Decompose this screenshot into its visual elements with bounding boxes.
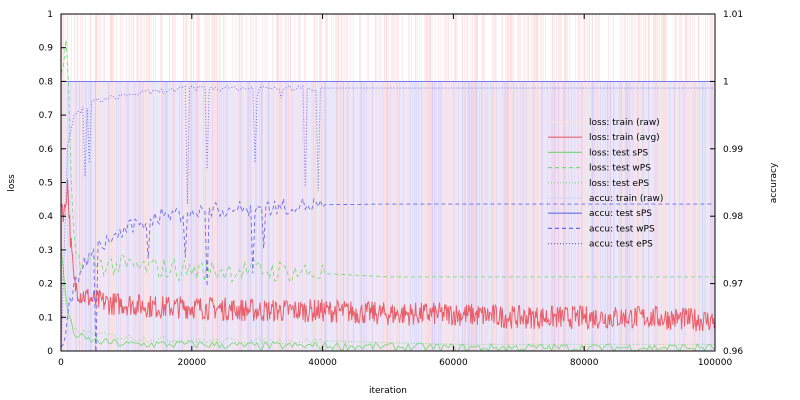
- y-tick-label: 0.5: [39, 179, 53, 189]
- y2-tick-label: 0.99: [723, 145, 743, 155]
- series-accu-test-eps: [61, 84, 715, 350]
- x-tick-label: 80000: [570, 358, 599, 368]
- y2-tick-label: 0.97: [723, 280, 743, 290]
- series-loss-test-eps: [61, 267, 715, 346]
- y-tick-label: 0.6: [39, 145, 54, 155]
- legend-label: loss: test sPS: [589, 148, 649, 158]
- raw-series-layer: [61, 14, 715, 351]
- series-accu-test-wps: [61, 197, 715, 351]
- y-tick-label: 0.9: [39, 44, 54, 54]
- legend-label: loss: test wPS: [589, 164, 651, 174]
- y-tick-label: 0.2: [39, 280, 53, 290]
- legend-label: loss: train (raw): [589, 118, 660, 128]
- legend: loss: train (raw) loss: train (avg) loss: …: [548, 118, 663, 250]
- legend-label: accu: train (raw): [589, 194, 663, 204]
- y-axis-label: loss: [7, 174, 17, 192]
- x-tick-label: 100000: [698, 358, 733, 368]
- axes-layer: 0 20000 40000 60000 80000 100000 0 0.1 0.2 0.3 0.4…: [39, 10, 744, 368]
- x-tick-label: 40000: [308, 358, 337, 368]
- x-tick-label: 20000: [177, 358, 206, 368]
- y2-axis-label: accuracy: [769, 162, 779, 203]
- x-axis-label: iteration: [369, 386, 407, 396]
- legend-label: accu: test ePS: [589, 240, 653, 250]
- y2-tick-label: 0.98: [723, 212, 743, 222]
- legend-label: accu: test wPS: [589, 224, 655, 234]
- x-tick-label: 0: [58, 358, 64, 368]
- y2-tick-label: 1.01: [723, 10, 743, 20]
- legend-label: accu: test sPS: [589, 209, 652, 219]
- series-loss-train-avg-: [61, 179, 715, 332]
- y-tick-label: 0.3: [39, 246, 53, 256]
- y-tick-label: 0.8: [39, 77, 54, 87]
- y-tick-label: 1: [47, 10, 53, 20]
- y-tick-label: 0.4: [39, 212, 54, 222]
- y2-tick-label: 0.96: [723, 347, 743, 357]
- y-tick-label: 0.7: [39, 111, 53, 121]
- legend-label: loss: test ePS: [589, 179, 649, 189]
- y-tick-label: 0.1: [39, 313, 53, 323]
- y2-tick-label: 1: [723, 77, 729, 87]
- x-tick-label: 60000: [439, 358, 468, 368]
- series-layer: [61, 39, 715, 351]
- y-tick-label: 0: [47, 347, 53, 357]
- legend-label: loss: train (avg): [589, 133, 660, 143]
- series-loss-test-sps: [61, 247, 715, 351]
- series-loss-test-wps: [61, 39, 715, 284]
